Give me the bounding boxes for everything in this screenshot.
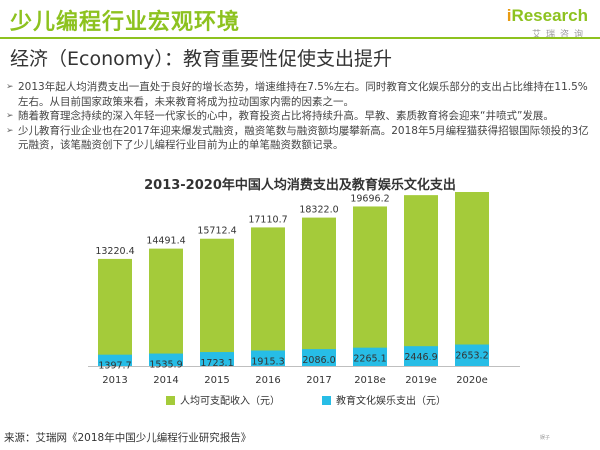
bar-education xyxy=(302,349,336,366)
bar-education xyxy=(455,344,489,366)
bullet-item: 少儿教育行业企业也在2017年迎来爆发式融资，融资笔数与融资额均屡攀新高。201… xyxy=(6,124,592,153)
data-label-education: 1915.3 xyxy=(251,356,284,367)
bar-education xyxy=(149,353,183,366)
bullet-list: 2013年起人均消费支出一直处于良好的增长态势，增速维持在7.5%左右。同时教育… xyxy=(6,80,592,153)
data-label-education: 2446.9 xyxy=(404,352,437,363)
data-label-income: 15712.4 xyxy=(197,226,236,237)
bar-income xyxy=(98,258,132,366)
data-label-income: 17110.7 xyxy=(248,214,287,225)
data-label-income: 14491.4 xyxy=(146,236,185,247)
bar-education xyxy=(251,350,285,366)
bar-income xyxy=(404,195,438,366)
bar-education xyxy=(98,354,132,366)
x-tick-label: 2015 xyxy=(204,375,229,386)
data-label-education: 2086.0 xyxy=(302,355,335,366)
chart-title: 2013-2020年中国人均消费支出及教育娱乐文化支出 xyxy=(144,178,456,193)
legend-label-education: 教育文化娱乐支出（元） xyxy=(336,394,446,407)
bar-income xyxy=(302,217,336,366)
legend-label-income: 人均可支配收入（元） xyxy=(180,394,280,407)
logo-prefix: i xyxy=(506,6,512,25)
x-tick-label: 2020e xyxy=(456,375,488,386)
bar-education xyxy=(353,347,387,366)
page-subtitle: 经济（Economy）：教育重要性促使支出提升 xyxy=(10,48,392,70)
x-tick-label: 2017 xyxy=(306,375,331,386)
logo-subtext: 艾瑞咨询 xyxy=(531,30,588,40)
data-label-education: 1723.1 xyxy=(200,358,233,369)
x-tick-label: 2014 xyxy=(153,375,178,386)
x-tick-label: 2016 xyxy=(255,375,280,386)
bar-income xyxy=(455,192,489,366)
x-tick-label: 2019e xyxy=(405,375,437,386)
bar-income xyxy=(149,248,183,366)
source-note: 来源：艾瑞网《2018年中国少儿编程行业研究报告》 xyxy=(4,432,252,444)
page-title: 少儿编程行业宏观环境 xyxy=(10,10,241,35)
brand-logo: iResearch 艾瑞咨询 xyxy=(507,6,588,40)
bar-education xyxy=(200,352,234,366)
data-label-education: 2265.1 xyxy=(353,354,386,365)
data-label-education: 2653.2 xyxy=(455,351,488,362)
data-label-education: 1397.7 xyxy=(98,361,131,372)
data-label-income: 18322.0 xyxy=(299,205,338,216)
legend-swatch-income xyxy=(166,396,175,405)
bar-education xyxy=(404,346,438,366)
x-tick-label: 2018e xyxy=(354,375,386,386)
data-label-income: 21094.6 xyxy=(401,192,440,193)
data-label-income: 19696.2 xyxy=(350,193,389,204)
bar-income xyxy=(251,227,285,366)
data-label-income: 13220.4 xyxy=(95,246,134,257)
legend-swatch-education xyxy=(322,396,331,405)
logo-text: Research xyxy=(511,6,588,25)
watermark: 娱子 xyxy=(540,435,551,441)
data-label-education: 1535.9 xyxy=(149,360,182,371)
x-tick-label: 2013 xyxy=(102,375,127,386)
bullet-item: 随着教育理念持续的深入年轻一代家长的心中，教育投资占比将持续升高。早教、素质教育… xyxy=(6,109,592,124)
bullet-item: 2013年起人均消费支出一直处于良好的增长态势，增速维持在7.5%左右。同时教育… xyxy=(6,80,592,109)
bar-income xyxy=(200,238,234,366)
title-divider xyxy=(0,37,600,39)
bar-income xyxy=(353,206,387,366)
bar-chart: 13220.4 1397.7 2013 14491.4 1535.9 2014 15712.… xyxy=(88,192,520,407)
